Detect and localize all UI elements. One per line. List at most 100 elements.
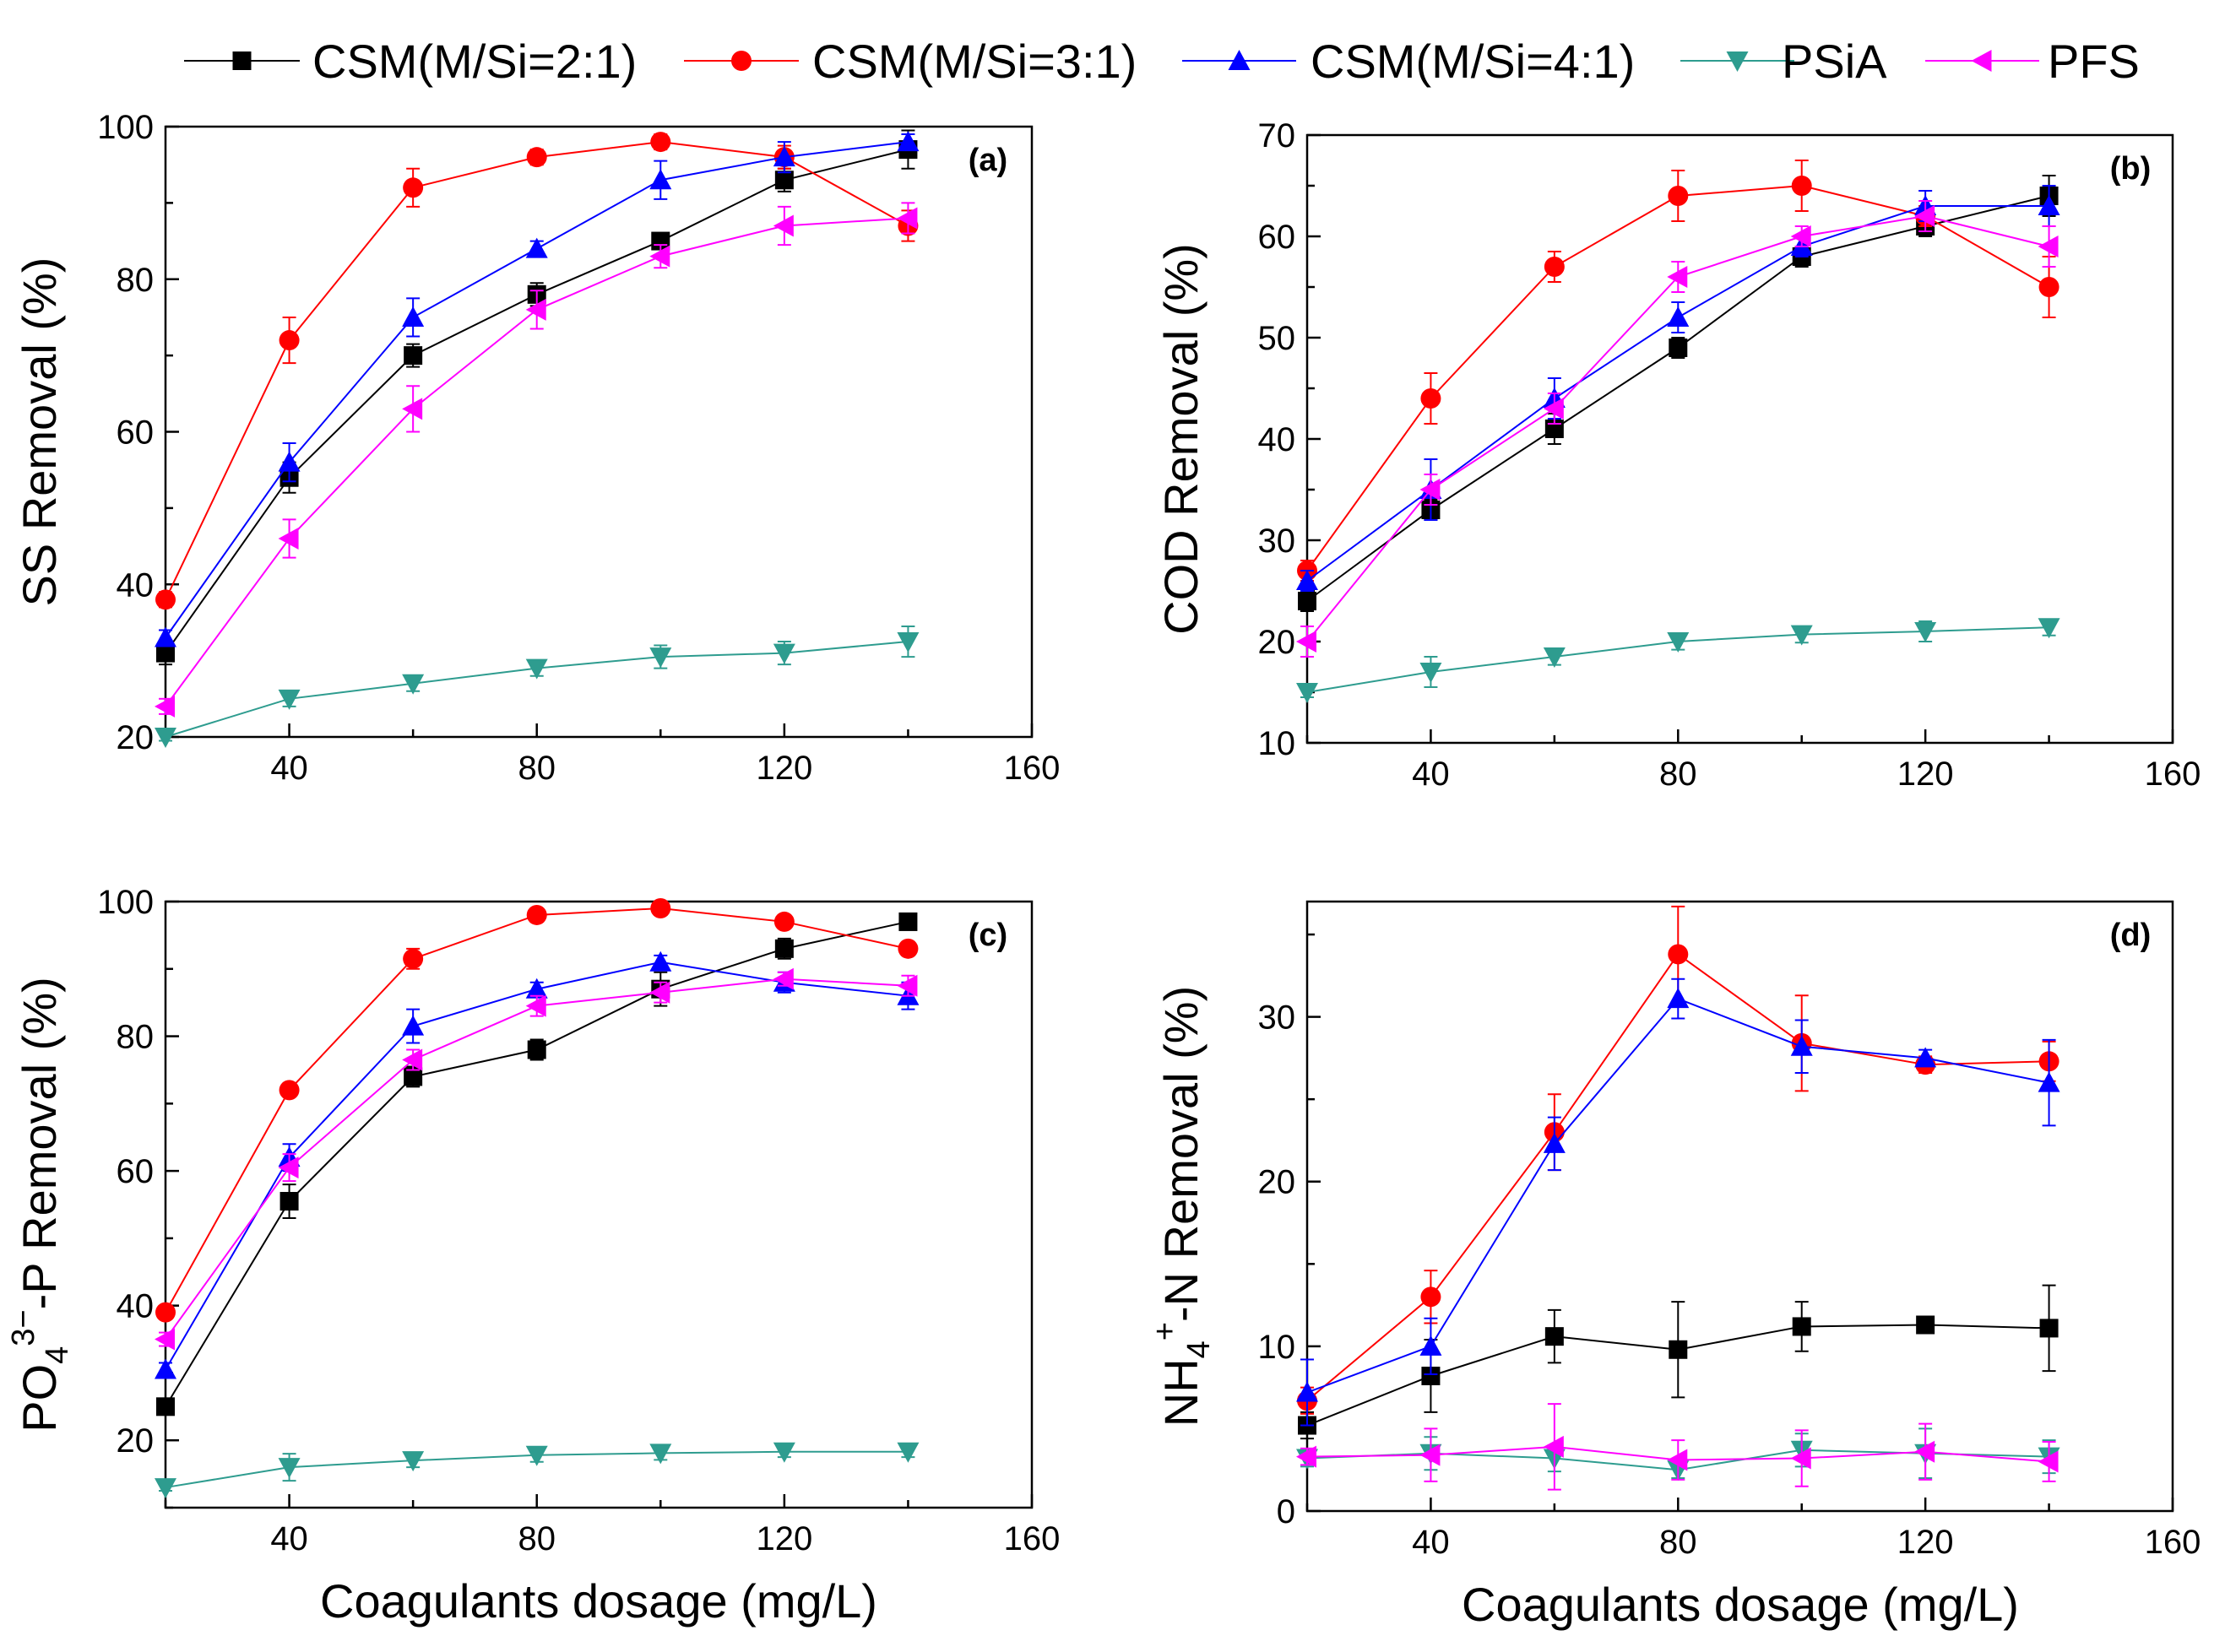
- data-point: [525, 1445, 548, 1466]
- x-tick-label: 80: [1659, 1524, 1697, 1561]
- data-point: [527, 1040, 546, 1059]
- data-point: [525, 237, 548, 258]
- x-tick-label: 40: [270, 750, 308, 787]
- legend-label: CSM(M/Si=2:1): [312, 35, 637, 88]
- data-point: [1667, 1449, 1688, 1471]
- data-point: [649, 647, 672, 669]
- x-tick-label: 120: [1897, 756, 1954, 793]
- y-tick-label: 20: [117, 719, 155, 756]
- data-point: [1296, 1445, 1316, 1468]
- x-tick-label: 80: [1659, 756, 1697, 793]
- panel-b: 40 80 120 160 10 20 30 40 50 60 70 (b) COD Removal (…: [1154, 117, 2201, 793]
- data-point: [1419, 479, 1441, 501]
- data-point: [650, 132, 671, 153]
- data-point: [1791, 176, 1812, 196]
- legend-marker: [1726, 51, 1749, 72]
- data-point: [897, 1442, 920, 1463]
- y-tick-label: 10: [1258, 1329, 1296, 1366]
- data-point: [526, 147, 547, 168]
- data-point: [774, 171, 794, 190]
- series-line: [165, 961, 909, 1370]
- series-pfs: [1296, 1403, 2059, 1491]
- data-point: [1419, 1443, 1441, 1466]
- data-point: [156, 643, 175, 663]
- data-point: [155, 626, 176, 647]
- x-tick-label: 40: [270, 1520, 308, 1557]
- data-point: [155, 695, 175, 718]
- data-point: [897, 131, 920, 152]
- data-point: [1296, 1381, 1318, 1402]
- series-line: [165, 907, 909, 1313]
- data-point: [773, 214, 794, 237]
- data-point: [897, 632, 920, 653]
- panel-d: 40 80 120 160 0 10 20 30 (d) NH4+-N Removal (%) Co…: [1148, 900, 2201, 1631]
- data-point: [1914, 1440, 1935, 1463]
- y-tick-label: 60: [117, 1153, 155, 1190]
- data-point: [1296, 683, 1318, 703]
- data-point: [1543, 1132, 1566, 1153]
- data-point: [897, 207, 918, 230]
- legend-entry-csm-m-si-2-1: CSM(M/Si=2:1): [184, 35, 637, 88]
- data-point: [1419, 1335, 1442, 1356]
- data-point: [1667, 266, 1688, 288]
- series-line: [165, 141, 909, 600]
- y-tick-label: 40: [117, 1288, 155, 1325]
- legend-marker: [731, 51, 752, 71]
- data-point: [2038, 1071, 2060, 1092]
- data-point: [156, 1397, 175, 1416]
- series-line: [165, 141, 909, 639]
- y-tick-label: 60: [1258, 219, 1296, 256]
- data-point: [525, 658, 548, 680]
- x-tick-label: 80: [518, 1520, 556, 1557]
- plot-frame: [1305, 900, 2174, 1513]
- legend-label: CSM(M/Si=3:1): [812, 35, 1137, 88]
- data-point: [897, 974, 918, 997]
- data-point: [155, 589, 176, 610]
- data-point: [278, 689, 301, 710]
- data-point: [649, 245, 670, 268]
- data-point: [1420, 388, 1441, 409]
- series-csm-m-si-2-1: [1298, 175, 2059, 612]
- data-point: [1668, 944, 1689, 965]
- series-psia: [155, 1442, 920, 1499]
- data-point: [773, 146, 795, 167]
- panel-label: (c): [969, 918, 1007, 953]
- x-tick-label: 120: [756, 750, 812, 787]
- y-tick-label: 30: [1258, 523, 1296, 560]
- data-point: [1296, 570, 1318, 590]
- y-tick-label: 70: [1258, 117, 1296, 154]
- x-tick-label: 120: [756, 1520, 812, 1557]
- panel-a: 40 80 120 160 20 40 60 80 100 (a) SS Removal (%): [13, 109, 1060, 787]
- y-tick-label: 80: [117, 262, 155, 299]
- data-point: [278, 1156, 299, 1179]
- series-csm-m-si-3-1: [1297, 160, 2059, 582]
- series-csm-m-si-3-1: [155, 132, 919, 610]
- x-tick-label: 80: [518, 750, 556, 787]
- y-axis-title: SS Removal (%): [13, 257, 66, 607]
- legend-marker: [1228, 50, 1251, 70]
- x-tick-label: 160: [2145, 1524, 2201, 1561]
- y-tick-label: 40: [1258, 421, 1296, 458]
- data-point: [773, 1442, 795, 1463]
- legend-label: PSiA: [1782, 35, 1887, 88]
- data-point: [278, 528, 299, 550]
- data-point: [1421, 1366, 1441, 1385]
- data-point: [402, 674, 425, 695]
- x-tick-label: 160: [1004, 1520, 1061, 1557]
- data-point: [1419, 663, 1442, 683]
- data-point: [1667, 632, 1690, 653]
- legend-entry-csm-m-si-3-1: CSM(M/Si=3:1): [684, 35, 1137, 88]
- x-axis-title: Coagulants dosage (mg/L): [320, 1574, 877, 1628]
- data-point: [649, 169, 672, 190]
- data-point: [2038, 1450, 2059, 1473]
- data-point: [155, 1358, 176, 1379]
- data-point: [1790, 625, 1813, 646]
- data-point: [1544, 1327, 1564, 1346]
- data-point: [1790, 1035, 1813, 1056]
- x-tick-label: 160: [1004, 750, 1061, 787]
- data-point: [155, 728, 176, 748]
- data-point: [279, 1080, 300, 1101]
- data-point: [1667, 306, 1690, 327]
- legend-marker: [232, 51, 252, 70]
- legend-entry-psia: PSiA: [1680, 35, 1887, 88]
